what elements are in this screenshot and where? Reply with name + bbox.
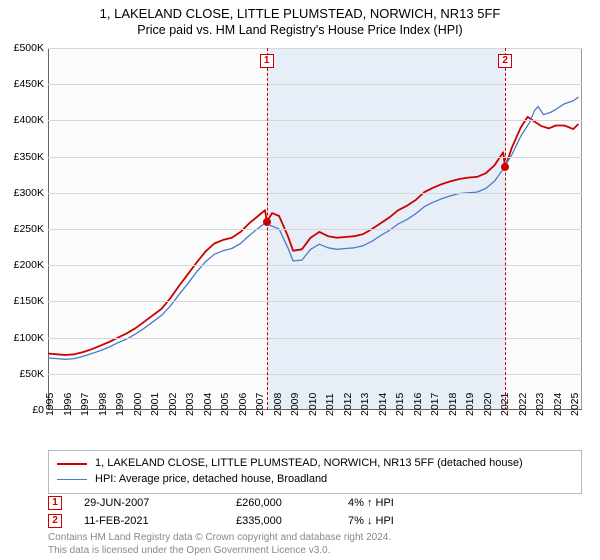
y-tick-label: £400K bbox=[14, 114, 48, 126]
plot-area: £0£50K£100K£150K£200K£250K£300K£350K£400… bbox=[48, 48, 582, 410]
sale-dashline bbox=[505, 48, 506, 410]
gridline bbox=[48, 265, 582, 266]
sale-dashline bbox=[267, 48, 268, 410]
sale-price-1: £260,000 bbox=[236, 497, 326, 509]
x-tick-label: 1996 bbox=[62, 393, 74, 416]
sale-price-2: £335,000 bbox=[236, 515, 326, 527]
legend-label-hpi: HPI: Average price, detached house, Broa… bbox=[95, 472, 327, 488]
y-tick-label: £150K bbox=[14, 295, 48, 307]
x-tick-label: 2000 bbox=[132, 393, 144, 416]
gridline bbox=[48, 338, 582, 339]
sale-marker-box: 1 bbox=[260, 54, 274, 68]
x-tick-label: 2004 bbox=[202, 393, 214, 416]
x-tick-label: 2025 bbox=[569, 393, 581, 416]
sale-marker-2: 2 bbox=[48, 514, 62, 528]
x-tick-label: 2019 bbox=[464, 393, 476, 416]
legend-label-property: 1, LAKELAND CLOSE, LITTLE PLUMSTEAD, NOR… bbox=[95, 456, 523, 472]
gridline bbox=[48, 120, 582, 121]
x-tick-label: 1995 bbox=[44, 393, 56, 416]
footer-line-1: Contains HM Land Registry data © Crown c… bbox=[48, 532, 391, 545]
y-tick-label: £450K bbox=[14, 78, 48, 90]
sale-date-2: 11-FEB-2021 bbox=[84, 515, 214, 527]
x-tick-label: 2017 bbox=[429, 393, 441, 416]
legend-row-property: 1, LAKELAND CLOSE, LITTLE PLUMSTEAD, NOR… bbox=[57, 456, 573, 472]
x-tick-label: 2005 bbox=[219, 393, 231, 416]
footer-line-2: This data is licensed under the Open Gov… bbox=[48, 545, 391, 558]
x-tick-label: 2016 bbox=[412, 393, 424, 416]
page-title-1: 1, LAKELAND CLOSE, LITTLE PLUMSTEAD, NOR… bbox=[0, 6, 600, 21]
x-tick-label: 2012 bbox=[342, 393, 354, 416]
sale-row-2: 2 11-FEB-2021 £335,000 7% ↓ HPI bbox=[48, 512, 478, 530]
gridline bbox=[48, 374, 582, 375]
gridline bbox=[48, 84, 582, 85]
y-tick-label: £200K bbox=[14, 259, 48, 271]
x-tick-label: 2020 bbox=[482, 393, 494, 416]
x-tick-label: 2024 bbox=[552, 393, 564, 416]
sale-pct-2: 7% ↓ HPI bbox=[348, 515, 478, 527]
x-tick-label: 2006 bbox=[237, 393, 249, 416]
x-tick-label: 2001 bbox=[149, 393, 161, 416]
x-tick-label: 2002 bbox=[167, 393, 179, 416]
sale-row-1: 1 29-JUN-2007 £260,000 4% ↑ HPI bbox=[48, 494, 478, 512]
gridline bbox=[48, 229, 582, 230]
x-tick-label: 2009 bbox=[289, 393, 301, 416]
y-tick-label: £250K bbox=[14, 223, 48, 235]
x-tick-label: 1998 bbox=[97, 393, 109, 416]
x-tick-label: 2003 bbox=[184, 393, 196, 416]
sale-marker-1: 1 bbox=[48, 496, 62, 510]
gridline bbox=[48, 48, 582, 49]
gridline bbox=[48, 193, 582, 194]
x-tick-label: 2023 bbox=[534, 393, 546, 416]
gridline bbox=[48, 157, 582, 158]
x-tick-label: 1999 bbox=[114, 393, 126, 416]
page-title-2: Price paid vs. HM Land Registry's House … bbox=[0, 23, 600, 37]
sale-date-1: 29-JUN-2007 bbox=[84, 497, 214, 509]
price-chart: £0£50K£100K£150K£200K£250K£300K£350K£400… bbox=[48, 48, 582, 410]
gridline bbox=[48, 301, 582, 302]
x-tick-label: 2018 bbox=[447, 393, 459, 416]
x-tick-label: 2022 bbox=[517, 393, 529, 416]
y-tick-label: £500K bbox=[14, 42, 48, 54]
sale-dot bbox=[263, 218, 271, 226]
x-tick-label: 2015 bbox=[394, 393, 406, 416]
legend-swatch-hpi bbox=[57, 479, 87, 480]
legend-swatch-property bbox=[57, 463, 87, 465]
y-tick-label: £100K bbox=[14, 332, 48, 344]
sale-marker-box: 2 bbox=[498, 54, 512, 68]
x-tick-label: 1997 bbox=[79, 393, 91, 416]
x-tick-label: 2013 bbox=[359, 393, 371, 416]
x-tick-label: 2007 bbox=[254, 393, 266, 416]
x-tick-label: 2008 bbox=[272, 393, 284, 416]
y-tick-label: £50K bbox=[19, 368, 48, 380]
x-tick-label: 2011 bbox=[324, 393, 336, 416]
x-tick-label: 2010 bbox=[307, 393, 319, 416]
sale-pct-1: 4% ↑ HPI bbox=[348, 497, 478, 509]
series-property bbox=[48, 117, 579, 355]
sales-table: 1 29-JUN-2007 £260,000 4% ↑ HPI 2 11-FEB… bbox=[48, 494, 478, 530]
y-tick-label: £300K bbox=[14, 187, 48, 199]
sale-dot bbox=[501, 163, 509, 171]
x-tick-label: 2014 bbox=[377, 393, 389, 416]
legend-row-hpi: HPI: Average price, detached house, Broa… bbox=[57, 472, 573, 488]
chart-legend: 1, LAKELAND CLOSE, LITTLE PLUMSTEAD, NOR… bbox=[48, 450, 582, 494]
y-tick-label: £350K bbox=[14, 151, 48, 163]
footer-attribution: Contains HM Land Registry data © Crown c… bbox=[48, 532, 391, 557]
